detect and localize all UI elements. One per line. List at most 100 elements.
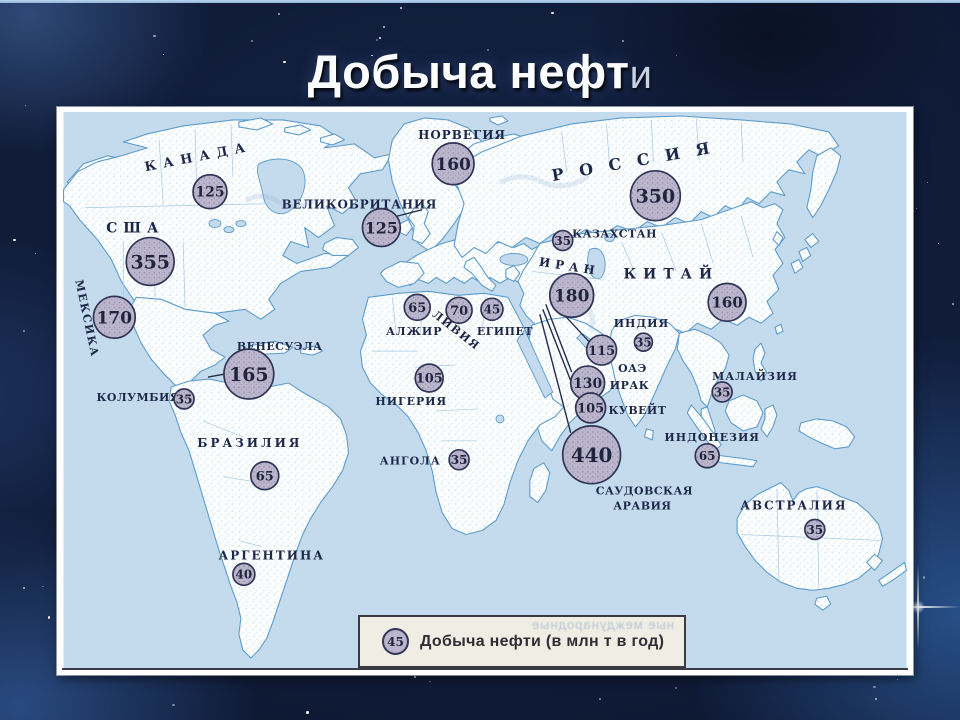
production-bubble-russia bbox=[629, 169, 682, 222]
landmass-arctic-isles bbox=[238, 117, 346, 146]
landmass-korea bbox=[772, 231, 784, 247]
production-bubble-canada bbox=[192, 173, 228, 210]
landmass-italy bbox=[463, 256, 497, 292]
production-value-iraq: 130 bbox=[573, 376, 602, 392]
star-dot bbox=[873, 686, 876, 689]
production-bubble-venezuela bbox=[223, 348, 275, 400]
landmass-sulawesi bbox=[760, 404, 778, 438]
hudson-bay bbox=[257, 158, 306, 215]
country-group-iraq: ИРАК 130 bbox=[569, 365, 649, 401]
landmass-svalbard bbox=[489, 115, 509, 126]
star-dot bbox=[570, 70, 574, 73]
country-group-indonesia: ИНДОНЕЗИЯ 65 bbox=[664, 431, 760, 469]
country-label-iraq: ИРАК bbox=[610, 379, 649, 392]
landmass-japan bbox=[790, 233, 820, 274]
star-dot bbox=[378, 36, 382, 40]
production-bubble-mexico bbox=[92, 295, 137, 340]
star-dot bbox=[163, 54, 165, 56]
production-value-brazil: 65 bbox=[256, 469, 274, 484]
production-bubble-iran bbox=[548, 272, 595, 319]
country-label-egypt: ЕГИПЕТ bbox=[477, 325, 533, 338]
country-label-colombia: КОЛУМБИЯ bbox=[96, 391, 180, 404]
production-value-saudi-arabia: 440 bbox=[571, 443, 613, 467]
production-bubble-australia bbox=[804, 518, 826, 541]
pointer-line bbox=[395, 208, 423, 218]
country-label-brazil: БРАЗИЛИЯ bbox=[197, 436, 302, 450]
production-bubble-angola bbox=[448, 448, 470, 471]
production-value-indonesia: 65 bbox=[699, 449, 716, 463]
production-value-uae: 115 bbox=[588, 344, 615, 359]
production-bubble-india bbox=[633, 332, 654, 352]
black-sea bbox=[499, 253, 529, 266]
great-lake bbox=[223, 226, 235, 234]
country-label-indonesia: ИНДОНЕЗИЯ bbox=[664, 431, 760, 444]
star-dot bbox=[24, 105, 26, 107]
legend-sample-value: 45 bbox=[387, 634, 404, 649]
production-bubble-libya bbox=[445, 296, 473, 325]
star-dot bbox=[874, 698, 877, 701]
pointer-line bbox=[207, 373, 226, 378]
production-value-india: 35 bbox=[635, 335, 652, 349]
country-group-kuwait: КУВЕЙТ 105 bbox=[574, 392, 666, 424]
production-bubble-indonesia bbox=[694, 442, 721, 469]
production-value-mexico: 170 bbox=[97, 307, 132, 327]
star-dot bbox=[383, 26, 386, 28]
country-label-venezuela: ВЕНЕСУЭЛА bbox=[237, 340, 323, 353]
production-value-angola: 35 bbox=[451, 453, 468, 467]
landmass-iceland bbox=[322, 237, 360, 257]
country-group-india: ИНДИЯ 35 bbox=[614, 317, 668, 352]
star-dot bbox=[570, 89, 573, 92]
star-dot bbox=[922, 576, 925, 579]
country-label2-saudi-arabia: АРАВИЯ bbox=[613, 500, 671, 513]
landmass-south-america bbox=[168, 378, 350, 659]
production-value-russia: 350 bbox=[636, 186, 676, 208]
star-dot bbox=[413, 676, 416, 679]
aral-sea bbox=[604, 233, 615, 242]
slide-title: Добыча нефти bbox=[0, 44, 960, 99]
landmass-philippines bbox=[752, 342, 768, 382]
production-value-malaysia: 35 bbox=[714, 385, 731, 399]
landmass-new-zealand bbox=[866, 553, 908, 587]
star-dot bbox=[23, 330, 26, 333]
production-bubble-nigeria bbox=[414, 363, 444, 393]
production-bubble-china bbox=[707, 282, 747, 323]
legend-sample-bubble: 45 bbox=[382, 628, 409, 655]
landmass-britain bbox=[407, 203, 431, 245]
production-bubble-brazil bbox=[249, 460, 280, 491]
great-lake bbox=[208, 219, 222, 229]
country-group-usa: США 355 bbox=[106, 221, 175, 287]
country-group-argentina: АРГЕНТИНА 40 bbox=[219, 548, 323, 587]
country-label-uae: ОАЭ bbox=[618, 362, 647, 375]
production-value-nigeria: 105 bbox=[416, 372, 443, 387]
production-value-kazakhstan: 35 bbox=[554, 234, 571, 248]
star-dot bbox=[429, 680, 432, 683]
landmass-iberia bbox=[379, 260, 425, 288]
production-value-venezuela: 165 bbox=[229, 364, 269, 386]
landmass-kamchatka bbox=[806, 147, 842, 219]
production-value-argentina: 40 bbox=[236, 568, 253, 582]
star-dot bbox=[400, 7, 402, 9]
production-value-australia: 35 bbox=[807, 523, 824, 537]
country-label-kuwait: КУВЕЙТ bbox=[608, 403, 666, 417]
country-group-angola: АНГОЛА 35 bbox=[380, 448, 470, 471]
country-group-nigeria: НИГЕРИЯ 105 bbox=[375, 363, 446, 408]
production-bubble-colombia bbox=[173, 388, 195, 410]
star-dot bbox=[48, 616, 51, 619]
landmass-madagascar bbox=[529, 462, 551, 504]
star-dot bbox=[486, 48, 489, 51]
production-value-kuwait: 105 bbox=[577, 402, 604, 417]
production-bubble-usa bbox=[125, 236, 175, 287]
star-dot bbox=[277, 12, 281, 15]
country-label-australia: АВСТРАЛИЯ bbox=[740, 499, 847, 513]
star-dot bbox=[371, 54, 373, 57]
landmass-africa bbox=[359, 290, 565, 536]
country-label-angola: АНГОЛА bbox=[380, 455, 441, 468]
star-dot bbox=[13, 238, 16, 242]
landmass-borneo bbox=[724, 394, 764, 432]
country-group-australia: АВСТРАЛИЯ 35 bbox=[740, 499, 847, 541]
world-map-svg: КАНАДА125США355МЕКСИКА170НОРВЕГИЯ160ВЕЛИ… bbox=[62, 112, 908, 668]
production-bubble-kuwait bbox=[574, 392, 607, 424]
country-group-venezuela: ВЕНЕСУЭЛА 165 bbox=[207, 340, 323, 400]
